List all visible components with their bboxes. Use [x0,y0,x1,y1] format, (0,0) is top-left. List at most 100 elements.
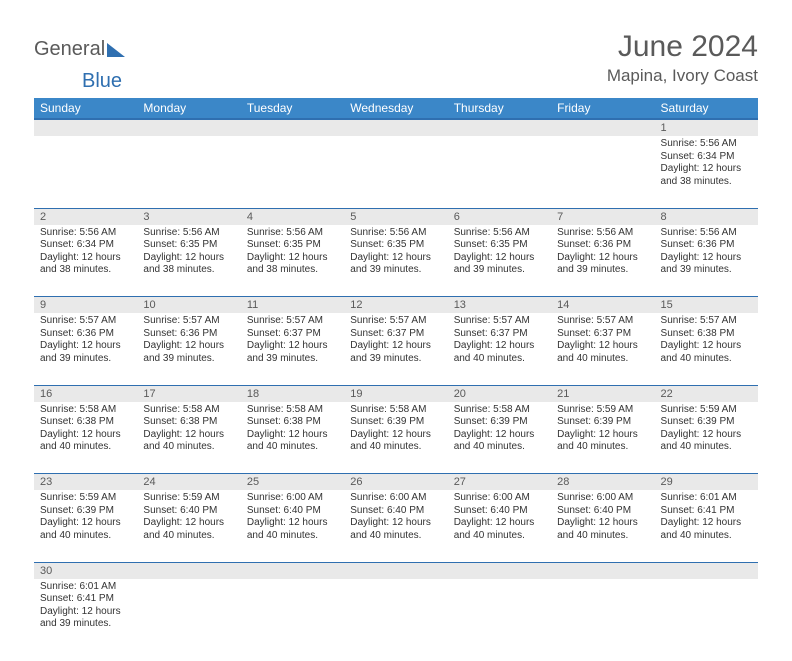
calendar-day-cell: Sunrise: 5:59 AMSunset: 6:39 PMDaylight:… [551,402,654,474]
sunset-line: Sunset: 6:35 PM [143,239,234,252]
weekday-header: Saturday [655,98,758,119]
calendar-day-cell: Sunrise: 5:57 AMSunset: 6:36 PMDaylight:… [137,313,240,385]
sunrise-line: Sunrise: 5:56 AM [143,227,234,240]
calendar-day-cell: Sunrise: 5:58 AMSunset: 6:38 PMDaylight:… [34,402,137,474]
sunrise-line: Sunrise: 6:00 AM [454,492,545,505]
calendar-day-cell: Sunrise: 5:58 AMSunset: 6:38 PMDaylight:… [137,402,240,474]
weekday-header: Sunday [34,98,137,119]
daylight-line: Daylight: 12 hours and 39 minutes. [247,340,338,365]
sunset-line: Sunset: 6:39 PM [557,416,648,429]
calendar-day-cell [241,136,344,208]
sunrise-line: Sunrise: 6:01 AM [661,492,752,505]
day-number-cell: 12 [344,297,447,314]
daylight-line: Daylight: 12 hours and 40 minutes. [350,517,441,542]
daylight-line: Daylight: 12 hours and 40 minutes. [557,340,648,365]
sunrise-line: Sunrise: 5:57 AM [143,315,234,328]
sunrise-line: Sunrise: 5:59 AM [40,492,131,505]
day-number-cell: 28 [551,474,654,491]
day-number-cell [551,119,654,136]
day-number-row: 9101112131415 [34,297,758,314]
daylight-line: Daylight: 12 hours and 40 minutes. [247,517,338,542]
day-number-cell: 22 [655,385,758,402]
sunset-line: Sunset: 6:38 PM [143,416,234,429]
calendar-day-cell: Sunrise: 6:00 AMSunset: 6:40 PMDaylight:… [344,490,447,562]
calendar-day-cell [448,136,551,208]
day-number-cell: 14 [551,297,654,314]
day-number-cell [551,562,654,579]
calendar-day-cell: Sunrise: 5:56 AMSunset: 6:35 PMDaylight:… [241,225,344,297]
calendar-week-row: Sunrise: 5:57 AM Sunset: 6:36 PM Daylight:… [34,313,758,385]
day-number-cell: 3 [137,208,240,225]
sunset-line: Sunset: 6:37 PM [454,328,545,341]
sunset-line: Sunset: 6:38 PM [247,416,338,429]
sunset-line: Sunset: 6:40 PM [557,505,648,518]
sunset-line: Sunset: 6:41 PM [661,505,752,518]
daylight-line: Daylight: 12 hours and 38 minutes. [661,163,752,188]
day-number-cell: 17 [137,385,240,402]
calendar-day-cell: Sunrise: 5:56 AMSunset: 6:35 PMDaylight:… [137,225,240,297]
calendar-day-cell: Sunrise: 5:56 AMSunset: 6:36 PMDaylight:… [551,225,654,297]
sunrise-line: Sunrise: 5:58 AM [40,404,131,417]
sunrise-line: Sunrise: 6:00 AM [557,492,648,505]
sunrise-line: Sunrise: 6:01 AM [40,581,131,594]
day-number-cell [241,562,344,579]
sunrise-line: Sunrise: 5:57 AM [661,315,752,328]
sunset-line: Sunset: 6:36 PM [40,328,131,341]
calendar-day-cell: Sunrise: 5:57 AMSunset: 6:37 PMDaylight:… [551,313,654,385]
sunrise-line: Sunrise: 5:58 AM [454,404,545,417]
header: General June 2024 Mapina, Ivory Coast [34,30,758,86]
sunrise-line: Sunrise: 5:59 AM [143,492,234,505]
day-number-cell: 16 [34,385,137,402]
weekday-header-row: SundayMondayTuesdayWednesdayThursdayFrid… [34,98,758,119]
weekday-header: Thursday [448,98,551,119]
sunrise-line: Sunrise: 5:56 AM [661,227,752,240]
sunset-line: Sunset: 6:40 PM [143,505,234,518]
calendar-day-cell: Sunrise: 5:56 AMSunset: 6:36 PMDaylight:… [655,225,758,297]
day-number-cell [344,562,447,579]
day-number-cell: 4 [241,208,344,225]
weekday-header: Tuesday [241,98,344,119]
day-number-cell: 5 [344,208,447,225]
calendar-day-cell [551,136,654,208]
sunrise-line: Sunrise: 6:00 AM [247,492,338,505]
day-number-cell [655,562,758,579]
day-number-cell: 21 [551,385,654,402]
sunset-line: Sunset: 6:35 PM [350,239,441,252]
calendar-day-cell [137,136,240,208]
daylight-line: Daylight: 12 hours and 39 minutes. [661,252,752,277]
daylight-line: Daylight: 12 hours and 39 minutes. [350,340,441,365]
weekday-header: Friday [551,98,654,119]
calendar-day-cell [448,579,551,651]
day-number-cell: 20 [448,385,551,402]
sunset-line: Sunset: 6:39 PM [40,505,131,518]
day-number-cell: 6 [448,208,551,225]
calendar-day-cell: Sunrise: 5:59 AMSunset: 6:39 PMDaylight:… [34,490,137,562]
calendar-day-cell [344,579,447,651]
daylight-line: Daylight: 12 hours and 40 minutes. [454,429,545,454]
daylight-line: Daylight: 12 hours and 38 minutes. [247,252,338,277]
daylight-line: Daylight: 12 hours and 40 minutes. [661,517,752,542]
calendar-day-cell: Sunrise: 6:00 AMSunset: 6:40 PMDaylight:… [551,490,654,562]
calendar-day-cell: Sunrise: 5:57 AMSunset: 6:38 PMDaylight:… [655,313,758,385]
day-number-cell: 26 [344,474,447,491]
sunrise-line: Sunrise: 5:56 AM [350,227,441,240]
day-number-cell [448,562,551,579]
day-number-cell [344,119,447,136]
daylight-line: Daylight: 12 hours and 40 minutes. [661,340,752,365]
sunset-line: Sunset: 6:38 PM [40,416,131,429]
calendar-day-cell [137,579,240,651]
daylight-line: Daylight: 12 hours and 39 minutes. [350,252,441,277]
weekday-header: Monday [137,98,240,119]
calendar-day-cell: Sunrise: 5:57 AMSunset: 6:37 PMDaylight:… [344,313,447,385]
daylight-line: Daylight: 12 hours and 40 minutes. [557,517,648,542]
daylight-line: Daylight: 12 hours and 39 minutes. [40,606,131,631]
calendar-day-cell: Sunrise: 5:56 AMSunset: 6:35 PMDaylight:… [344,225,447,297]
day-number-cell: 11 [241,297,344,314]
daylight-line: Daylight: 12 hours and 40 minutes. [40,429,131,454]
calendar-day-cell: Sunrise: 5:57 AMSunset: 6:37 PMDaylight:… [448,313,551,385]
sunrise-line: Sunrise: 5:58 AM [143,404,234,417]
day-number-row: 1 [34,119,758,136]
day-number-row: 2345678 [34,208,758,225]
calendar-day-cell: Sunrise: 5:59 AMSunset: 6:40 PMDaylight:… [137,490,240,562]
day-number-cell: 1 [655,119,758,136]
